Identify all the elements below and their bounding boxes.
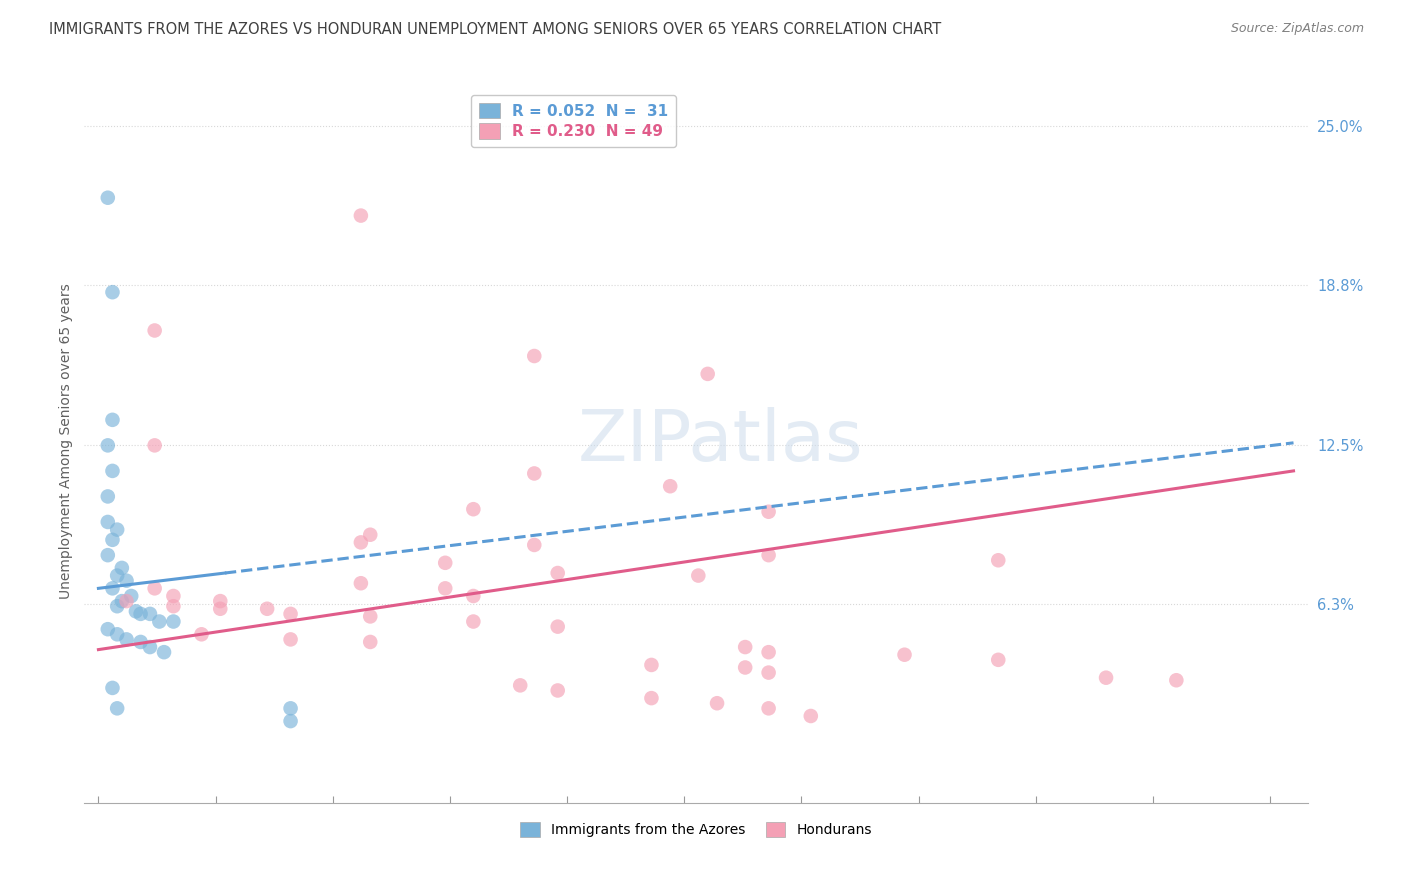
Point	[523, 467, 546, 481]
Text: IMMIGRANTS FROM THE AZORES VS HONDURAN UNEMPLOYMENT AMONG SENIORS OVER 65 YEARS : IMMIGRANTS FROM THE AZORES VS HONDURAN U…	[49, 22, 942, 37]
Point	[893, 648, 915, 662]
Point	[734, 660, 756, 674]
Point	[148, 615, 170, 629]
Point	[101, 533, 124, 547]
Point	[350, 576, 373, 591]
Point	[758, 505, 780, 519]
Point	[101, 582, 124, 596]
Point	[97, 515, 120, 529]
Point	[105, 568, 128, 582]
Point	[115, 594, 138, 608]
Point	[97, 490, 120, 504]
Point	[162, 589, 184, 603]
Point	[153, 645, 176, 659]
Point	[256, 601, 278, 615]
Point	[758, 645, 780, 659]
Point	[280, 701, 302, 715]
Point	[706, 696, 728, 710]
Point	[463, 502, 485, 516]
Point	[1166, 673, 1188, 688]
Point	[97, 438, 120, 452]
Point	[209, 601, 232, 615]
Point	[640, 691, 662, 706]
Point	[139, 607, 162, 621]
Point	[688, 568, 710, 582]
Point	[350, 209, 373, 223]
Point	[800, 709, 823, 723]
Point	[162, 615, 184, 629]
Point	[280, 632, 302, 647]
Point	[101, 681, 124, 695]
Point	[162, 599, 184, 614]
Text: ZIPatlas: ZIPatlas	[578, 407, 863, 476]
Point	[547, 566, 569, 580]
Point	[280, 714, 302, 728]
Point	[115, 632, 138, 647]
Point	[463, 615, 485, 629]
Point	[143, 323, 166, 337]
Point	[280, 607, 302, 621]
Point	[125, 604, 148, 618]
Point	[97, 548, 120, 562]
Point	[659, 479, 682, 493]
Point	[509, 678, 531, 692]
Point	[523, 349, 546, 363]
Point	[463, 589, 485, 603]
Point	[758, 701, 780, 715]
Point	[139, 640, 162, 654]
Point	[987, 653, 1010, 667]
Point	[105, 701, 128, 715]
Point	[359, 609, 381, 624]
Point	[1095, 671, 1118, 685]
Point	[143, 582, 166, 596]
Point	[105, 523, 128, 537]
Point	[359, 527, 381, 541]
Y-axis label: Unemployment Among Seniors over 65 years: Unemployment Among Seniors over 65 years	[59, 284, 73, 599]
Point	[111, 561, 134, 575]
Point	[640, 657, 662, 672]
Point	[190, 627, 212, 641]
Point	[129, 635, 152, 649]
Text: Source: ZipAtlas.com: Source: ZipAtlas.com	[1230, 22, 1364, 36]
Point	[129, 607, 152, 621]
Point	[120, 589, 142, 603]
Point	[105, 627, 128, 641]
Point	[115, 574, 138, 588]
Point	[101, 413, 124, 427]
Point	[547, 620, 569, 634]
Point	[734, 640, 756, 654]
Point	[547, 683, 569, 698]
Point	[101, 285, 124, 300]
Point	[696, 367, 718, 381]
Point	[434, 556, 457, 570]
Point	[350, 535, 373, 549]
Point	[209, 594, 232, 608]
Point	[758, 548, 780, 562]
Point	[987, 553, 1010, 567]
Point	[111, 594, 134, 608]
Point	[101, 464, 124, 478]
Point	[97, 191, 120, 205]
Point	[758, 665, 780, 680]
Point	[105, 599, 128, 614]
Legend: Immigrants from the Azores, Hondurans: Immigrants from the Azores, Hondurans	[515, 817, 877, 843]
Point	[143, 438, 166, 452]
Point	[523, 538, 546, 552]
Point	[359, 635, 381, 649]
Point	[97, 622, 120, 636]
Point	[434, 582, 457, 596]
